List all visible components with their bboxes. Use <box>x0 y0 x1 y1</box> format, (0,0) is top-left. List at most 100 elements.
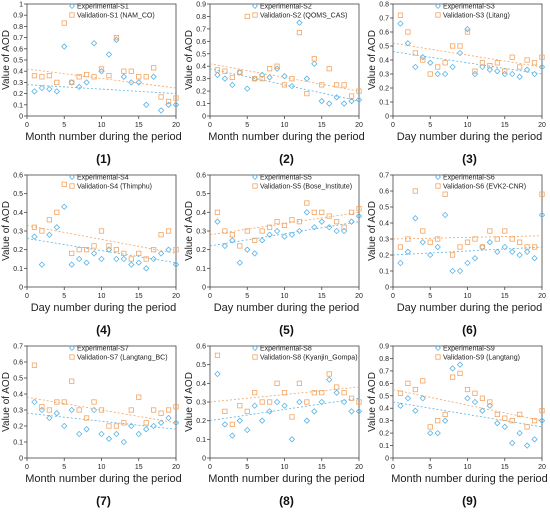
point-validation <box>326 213 332 219</box>
point-validation <box>494 236 500 242</box>
trendline-validation <box>392 42 543 68</box>
point-validation <box>143 74 149 80</box>
point-validation <box>281 390 288 396</box>
point-experimental <box>113 255 120 263</box>
point-experimental <box>288 82 296 90</box>
x-tick-label: 0 <box>208 122 212 129</box>
point-experimental <box>412 407 419 414</box>
point-validation <box>356 399 362 405</box>
point-validation <box>334 384 340 390</box>
point-validation <box>69 79 75 85</box>
y-tick-label: 0.5 <box>379 393 389 400</box>
point-experimental <box>471 255 479 262</box>
x-tick-label: 0 <box>208 293 212 300</box>
point-validation <box>319 82 325 88</box>
y-tick-label: 0.5 <box>13 376 23 383</box>
point-experimental <box>46 85 53 93</box>
point-experimental <box>318 97 325 105</box>
point-experimental <box>128 422 135 430</box>
point-validation <box>151 407 157 413</box>
trendline-experimental <box>26 84 177 94</box>
point-experimental <box>98 430 105 438</box>
point-validation <box>341 224 347 230</box>
legend-label: Experimental-S2 <box>260 4 312 11</box>
point-experimental <box>404 248 412 255</box>
legend-label: Experimental-S4 <box>77 175 129 182</box>
point-experimental <box>214 370 221 378</box>
point-validation <box>31 224 38 230</box>
point-experimental <box>516 429 523 437</box>
x-tick-label: 15 <box>135 293 143 300</box>
point-experimental <box>303 417 311 424</box>
point-validation <box>46 407 52 413</box>
y-tick-label: 0.3 <box>379 418 389 425</box>
x-tick-label: 20 <box>172 122 180 129</box>
point-validation <box>222 228 228 234</box>
point-experimental <box>441 417 449 424</box>
point-validation <box>274 380 280 386</box>
point-experimental <box>83 259 90 266</box>
y-tick-label: 0.3 <box>196 76 206 83</box>
point-experimental <box>441 70 449 78</box>
point-experimental <box>83 79 90 86</box>
point-experimental <box>303 209 311 216</box>
point-validation <box>136 394 142 400</box>
y-tick-label: 0.3 <box>13 408 23 415</box>
point-experimental <box>214 218 221 225</box>
point-experimental <box>273 227 281 235</box>
point-experimental <box>538 63 546 71</box>
point-validation <box>267 399 273 405</box>
point-experimental <box>303 75 311 82</box>
point-experimental <box>61 422 68 430</box>
x-tick-label: 15 <box>135 464 143 471</box>
point-validation <box>464 239 471 245</box>
point-experimental <box>538 417 546 424</box>
point-experimental <box>53 410 60 417</box>
x-tick-label: 15 <box>318 122 326 129</box>
x-tick-label: 20 <box>538 122 546 129</box>
plot-frame <box>209 174 360 288</box>
trendline-experimental <box>392 246 543 256</box>
point-experimental <box>427 429 434 437</box>
y-tick-label: 0.4 <box>379 58 389 65</box>
point-validation <box>524 57 530 63</box>
point-validation <box>289 76 295 82</box>
point-validation <box>397 244 404 250</box>
x-tick-label: 0 <box>391 122 395 129</box>
point-experimental <box>143 265 150 272</box>
legend-label: Validation-S5 (Bose_Institute) <box>260 184 352 191</box>
point-experimental <box>318 218 325 225</box>
point-validation <box>319 209 325 215</box>
point-experimental <box>296 398 303 406</box>
x-tick-label: 20 <box>538 293 546 300</box>
y-tick-label: 0.2 <box>196 247 206 254</box>
plot-frame <box>26 3 177 117</box>
point-experimental <box>296 227 303 235</box>
trendline-validation <box>209 63 360 92</box>
point-validation <box>69 250 75 256</box>
trendline-experimental <box>209 397 360 422</box>
x-axis-label: Month number during the period <box>25 473 182 485</box>
point-validation <box>151 65 157 71</box>
legend-marker-validation <box>435 183 441 189</box>
point-experimental <box>135 430 142 438</box>
y-tick-label: 0.2 <box>196 418 206 425</box>
point-validation <box>222 68 228 74</box>
point-validation <box>252 237 258 243</box>
point-experimental <box>120 255 128 263</box>
point-validation <box>39 74 45 80</box>
point-validation <box>158 232 164 238</box>
y-tick-label: 0.6 <box>379 381 389 388</box>
legend-marker-experimental <box>252 174 258 180</box>
legend-marker-experimental <box>252 3 258 9</box>
point-validation <box>405 29 411 35</box>
point-experimental <box>348 218 355 225</box>
point-experimental <box>494 68 501 75</box>
y-tick-label: 0 <box>385 285 389 292</box>
y-tick-label: 0.2 <box>13 247 23 254</box>
point-validation <box>76 74 82 80</box>
point-validation <box>531 60 538 66</box>
x-tick-label: 20 <box>538 464 546 471</box>
legend-marker-experimental <box>69 345 75 351</box>
point-experimental <box>251 250 258 257</box>
